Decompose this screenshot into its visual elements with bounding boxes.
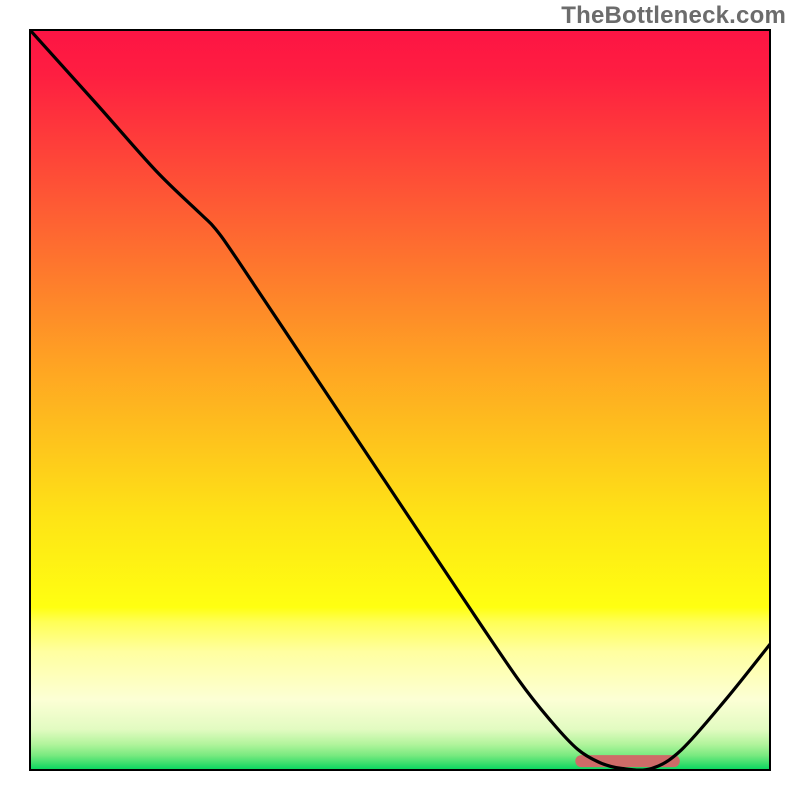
plot-area [30, 30, 770, 770]
watermark-text: TheBottleneck.com [561, 2, 786, 30]
chart-canvas [0, 0, 800, 800]
gradient-background [30, 30, 770, 770]
